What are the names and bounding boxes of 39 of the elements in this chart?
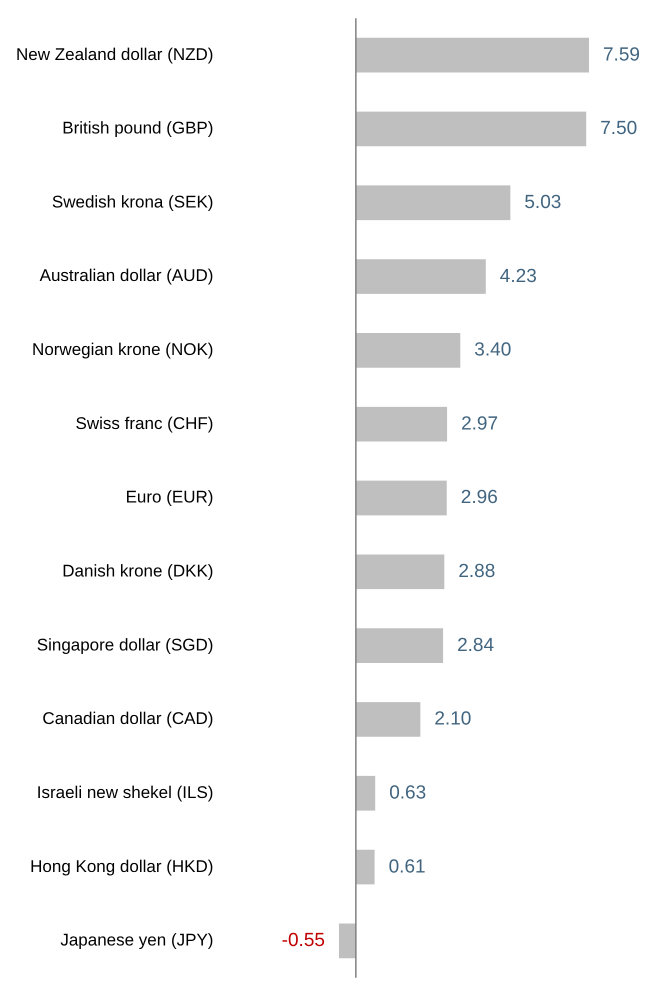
bar [356, 776, 376, 811]
bar [356, 702, 420, 737]
bar [356, 185, 510, 220]
bar [356, 850, 375, 884]
y-tick-label: Australian dollar (AUD) [40, 266, 214, 286]
y-tick-label: British pound (GBP) [62, 118, 214, 138]
data-label: 2.84 [457, 634, 495, 656]
bar [356, 554, 444, 590]
y-tick-label: Euro (EUR) [126, 488, 214, 507]
bar [356, 259, 486, 294]
data-label: 0.61 [388, 856, 426, 878]
bar [356, 480, 447, 516]
y-tick-label: Japanese yen (JPY) [60, 930, 214, 950]
data-label: -0.55 [282, 930, 325, 952]
y-tick-label: New Zealand dollar (NZD) [16, 44, 214, 64]
bar [356, 333, 460, 368]
y-tick-label: Canadian dollar (CAD) [42, 709, 214, 728]
data-label: 4.23 [500, 266, 537, 287]
y-tick-label: Singapore dollar (SGD) [36, 635, 214, 654]
bar [356, 628, 444, 663]
data-label: 7.50 [600, 118, 638, 140]
data-label: 2.97 [461, 413, 498, 434]
bar [356, 112, 586, 146]
y-tick-label: Israeli new shekel (ILS) [36, 782, 214, 802]
y-tick-label: Swedish krona (SEK) [52, 192, 214, 212]
data-label: 2.10 [434, 708, 472, 730]
bar [356, 406, 448, 442]
bar [338, 924, 356, 958]
data-label: 0.63 [389, 782, 426, 804]
data-label: 5.03 [524, 192, 562, 213]
y-tick-label: Danish krone (DKK) [62, 562, 214, 581]
y-tick-label: Swiss franc (CHF) [76, 414, 214, 433]
data-label: 3.40 [474, 340, 512, 361]
y-tick-label: Hong Kong dollar (HKD) [30, 856, 214, 876]
data-label: 2.96 [460, 487, 498, 508]
y-tick-label: Norwegian krone (NOK) [32, 340, 214, 360]
data-label: 2.88 [458, 561, 496, 582]
data-label: 7.59 [602, 44, 640, 66]
bar [356, 38, 589, 72]
